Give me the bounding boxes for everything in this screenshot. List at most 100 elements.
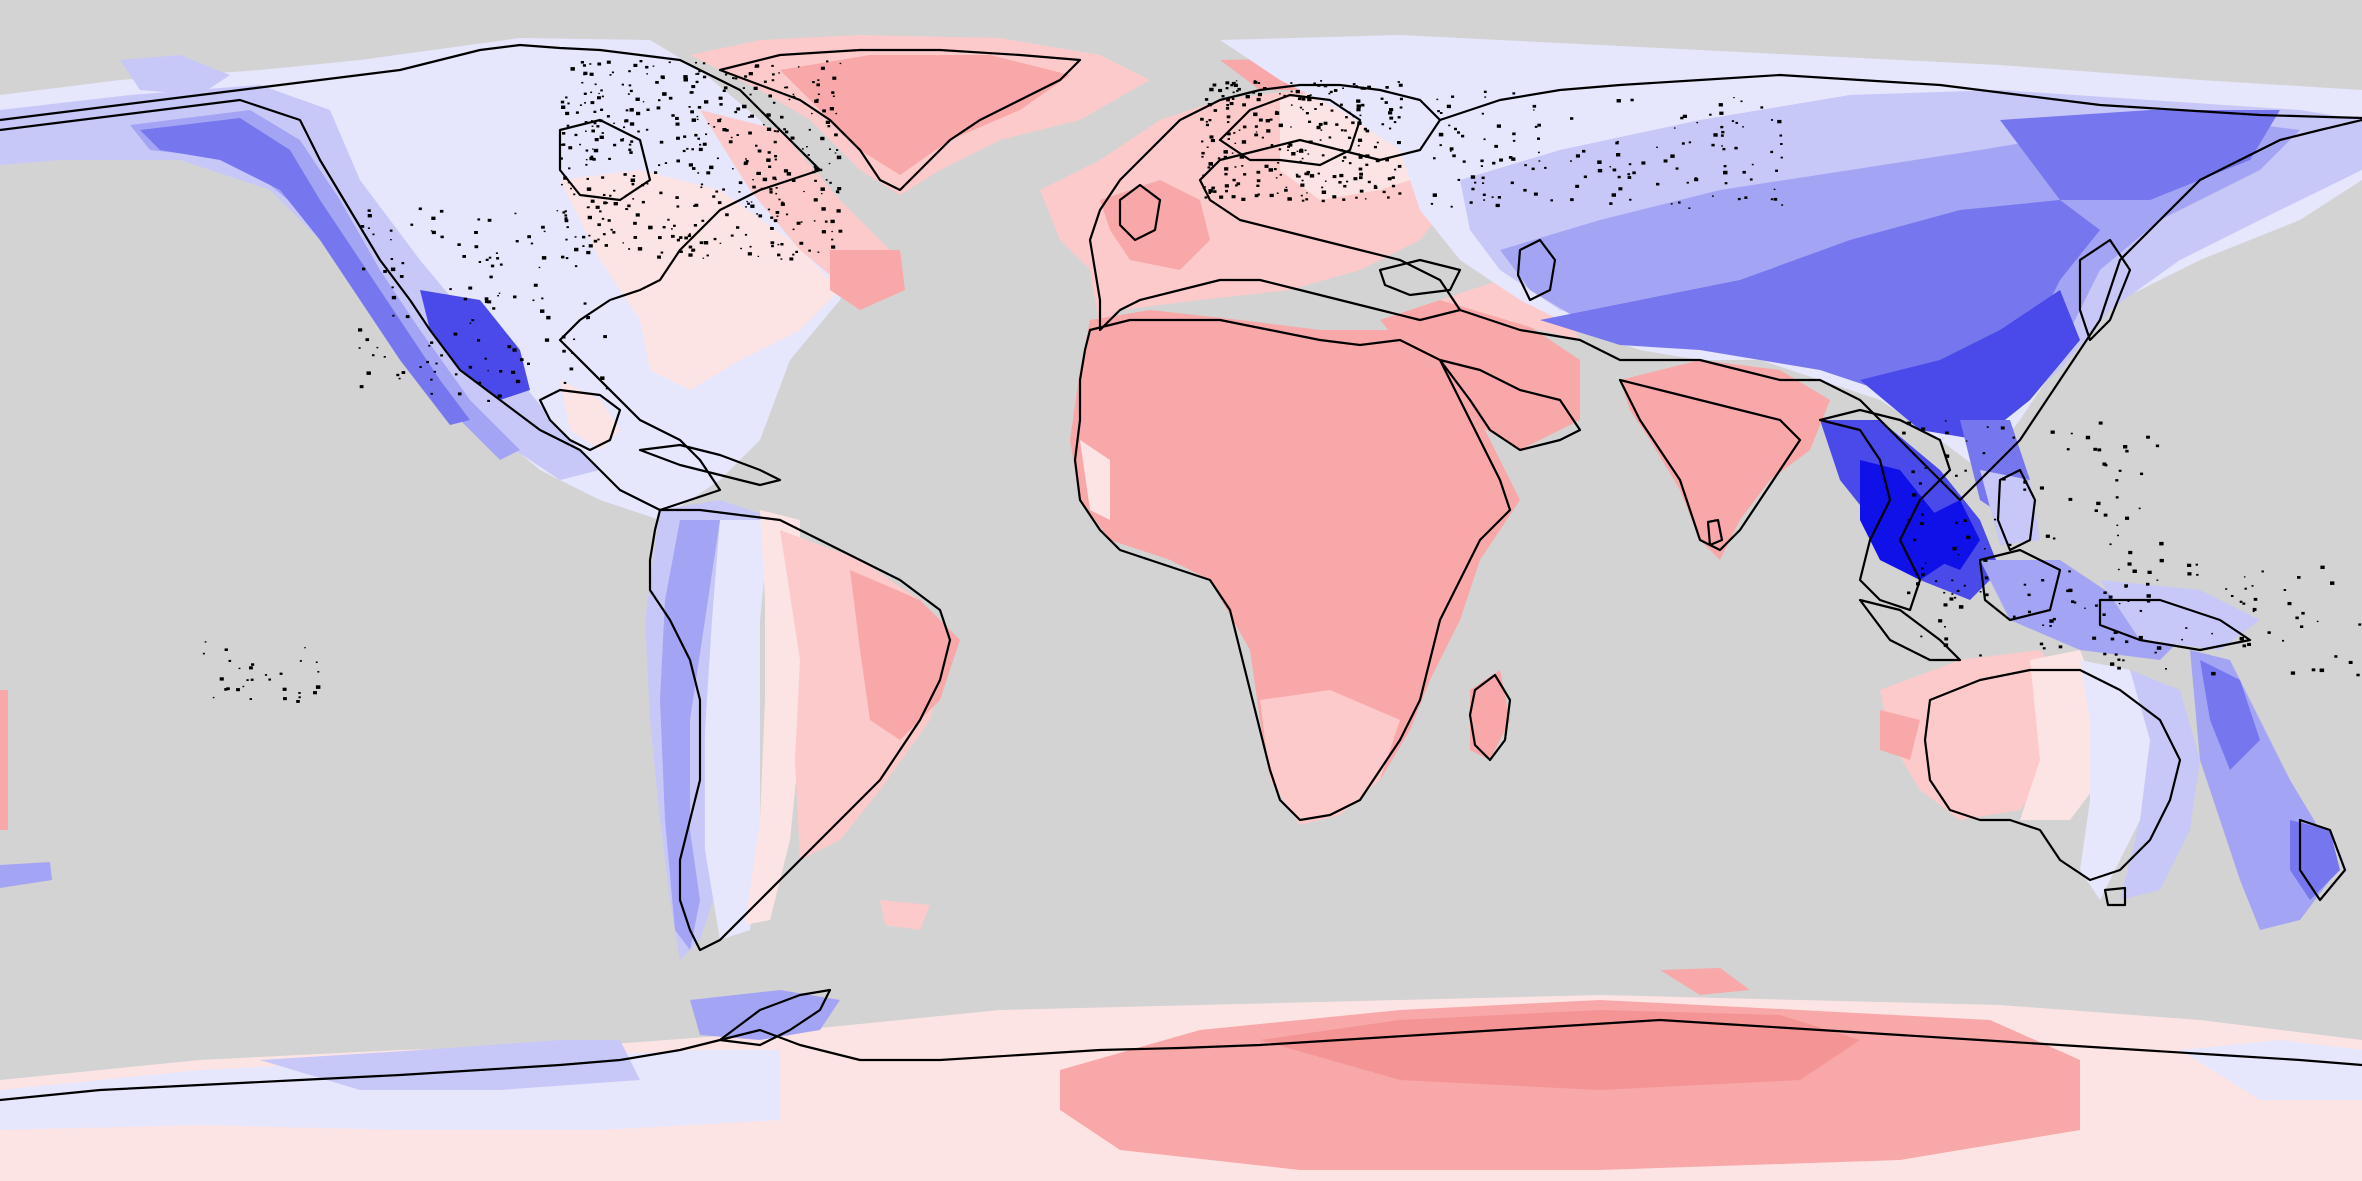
speck [562, 132, 566, 135]
speck [630, 140, 634, 143]
speck [296, 700, 300, 703]
speck [468, 286, 473, 290]
speck [613, 143, 617, 147]
speck [606, 115, 610, 118]
speck [628, 248, 631, 250]
speck [1770, 198, 1774, 201]
speck [607, 219, 611, 222]
speck [1935, 580, 1938, 583]
speck [1359, 172, 1363, 176]
speck [2242, 602, 2246, 605]
speck [2097, 448, 2102, 452]
speck [713, 126, 716, 128]
speck [1225, 189, 1228, 193]
speck [746, 200, 748, 203]
region-greenland[interactable] [690, 35, 1150, 195]
speck [1454, 127, 1457, 131]
speck [688, 245, 693, 249]
speck [2117, 666, 2121, 670]
speck [1956, 589, 1960, 592]
speck [1777, 119, 1782, 124]
speck [2211, 671, 2216, 676]
speck [1205, 123, 1209, 127]
speck [1208, 162, 1213, 166]
speck [2147, 570, 2152, 574]
speck [1305, 198, 1309, 201]
speck [1305, 112, 1309, 115]
speck [742, 87, 745, 89]
speck [1449, 147, 1454, 151]
speck [1239, 155, 1245, 159]
speck [632, 198, 635, 200]
speck [684, 236, 688, 240]
speck [800, 221, 803, 223]
speck [776, 130, 779, 133]
speck [1323, 85, 1326, 88]
speck [1397, 164, 1402, 168]
speck [671, 114, 675, 117]
speck [734, 77, 738, 80]
speck [1353, 177, 1358, 181]
speck [730, 234, 734, 237]
speck [725, 213, 729, 217]
speck [783, 128, 786, 131]
speck [613, 202, 618, 206]
region-southeast-asia[interactable] [1980, 470, 2260, 660]
speck [1250, 91, 1253, 94]
speck [224, 688, 228, 691]
speck [2103, 652, 2107, 656]
speck [608, 157, 611, 160]
speck [435, 362, 438, 365]
speck [519, 358, 524, 362]
speck [1213, 109, 1218, 112]
speck [2039, 642, 2044, 646]
speck [630, 178, 636, 183]
speck [1480, 159, 1484, 163]
speck [613, 122, 615, 124]
speck [1673, 127, 1676, 129]
speck [827, 125, 831, 128]
speck [755, 144, 758, 147]
speck [582, 245, 585, 247]
patch-west-edge [0, 690, 8, 830]
speck [696, 115, 699, 118]
speck [628, 143, 632, 146]
speck [770, 241, 775, 245]
speck [707, 123, 710, 125]
speck [1484, 96, 1487, 98]
speck [1224, 172, 1228, 176]
speck [1482, 193, 1486, 196]
region-asia[interactable] [1220, 35, 2362, 600]
speck [762, 177, 768, 182]
speck [2125, 516, 2130, 520]
speck [2070, 432, 2073, 435]
speck [631, 183, 634, 186]
speck [499, 370, 503, 373]
speck [1314, 108, 1317, 110]
speck [367, 209, 371, 212]
speck [477, 339, 481, 342]
speck [1348, 111, 1351, 114]
speck [474, 245, 479, 249]
speck [246, 679, 249, 681]
region-south-america[interactable] [645, 500, 960, 960]
speck [1340, 129, 1344, 132]
coast-caspian [1516, 238, 1557, 302]
speck [2122, 659, 2125, 662]
speck [1773, 188, 1776, 191]
speck [1365, 163, 1369, 166]
speck [560, 157, 563, 160]
speck [1688, 207, 1691, 209]
speck [453, 332, 458, 336]
speck [1344, 129, 1347, 132]
speck [2211, 632, 2213, 635]
speck [1324, 180, 1327, 182]
speck [1357, 144, 1360, 147]
speck [788, 98, 791, 101]
speck [1201, 151, 1205, 155]
speck [1470, 175, 1476, 179]
speck [673, 224, 676, 227]
speck [702, 142, 707, 146]
speck [723, 86, 728, 90]
